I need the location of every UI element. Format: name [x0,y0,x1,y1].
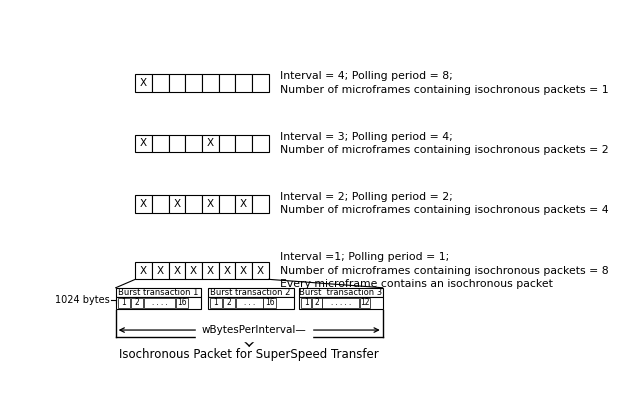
Bar [185,135,202,152]
Text: 1: 1 [304,298,308,307]
Bar [236,298,263,308]
Bar [235,262,252,279]
Text: . . .: . . . [243,300,255,306]
Text: X: X [140,138,147,148]
Text: Burst transaction 2: Burst transaction 2 [210,288,291,297]
Text: wBytesPerInterval—: wBytesPerInterval— [202,325,307,335]
Text: 2: 2 [315,298,319,307]
Bar [152,135,169,152]
Bar [152,195,169,213]
Text: Interval = 2; Polling period = 2;
Number of microframes containing isochronous p: Interval = 2; Polling period = 2; Number… [280,192,609,216]
Bar [143,298,176,308]
Text: . . . . .: . . . . . [331,300,351,306]
Bar [219,74,235,92]
Text: 16: 16 [265,298,274,307]
Bar [185,74,202,92]
Bar [252,135,269,152]
Bar [169,74,185,92]
Text: Burst transaction 1: Burst transaction 1 [118,288,199,297]
Text: 16: 16 [178,298,187,307]
Text: Isochronous Packet for SuperSpeed Transfer: Isochronous Packet for SuperSpeed Transf… [119,348,379,361]
Bar [116,288,202,297]
Bar [300,297,383,309]
Bar [264,298,276,308]
Bar [135,74,152,92]
Bar [219,262,235,279]
Bar [222,298,235,308]
Text: X: X [157,266,164,275]
Text: Interval = 4; Polling period = 8;
Number of microframes containing isochronous p: Interval = 4; Polling period = 8; Number… [280,71,609,95]
Bar [252,262,269,279]
Text: Burst  transaction 3: Burst transaction 3 [300,288,382,297]
Bar [235,74,252,92]
Bar [219,195,235,213]
Bar [185,195,202,213]
Bar [219,135,235,152]
Text: 1024 bytes: 1024 bytes [55,295,110,305]
Bar [322,298,359,308]
Text: X: X [173,266,181,275]
Text: 12: 12 [360,298,370,307]
Text: X: X [140,199,147,209]
Text: X: X [190,266,197,275]
Text: X: X [140,266,147,275]
Bar [135,135,152,152]
Bar [300,288,383,297]
Text: X: X [140,78,147,88]
Text: X: X [207,199,214,209]
Text: X: X [173,199,181,209]
Text: X: X [257,266,264,275]
Bar [301,298,311,308]
Bar [360,298,370,308]
Bar [118,298,130,308]
Text: X: X [207,266,214,275]
Bar [176,298,188,308]
Bar [152,262,169,279]
Bar [202,195,219,213]
Bar [202,262,219,279]
Text: 2: 2 [226,298,231,307]
Text: X: X [240,199,247,209]
Bar [202,135,219,152]
Text: 2: 2 [135,298,139,307]
Bar [185,262,202,279]
Bar [208,297,293,309]
Text: X: X [240,266,247,275]
Text: X: X [207,138,214,148]
Text: Interval = 3; Polling period = 4;
Number of microframes containing isochronous p: Interval = 3; Polling period = 4; Number… [280,132,609,155]
Bar [135,195,152,213]
Bar [152,74,169,92]
Bar [208,288,293,297]
Bar [235,195,252,213]
Bar [202,74,219,92]
Bar [169,195,185,213]
Bar [235,135,252,152]
Text: X: X [223,266,231,275]
Bar [131,298,143,308]
Bar [252,195,269,213]
Text: 1: 1 [121,298,126,307]
Text: 1: 1 [214,298,218,307]
Bar [169,135,185,152]
Bar [252,74,269,92]
Bar [312,298,322,308]
Bar [210,298,222,308]
Bar [116,297,202,309]
Bar [169,262,185,279]
Bar [135,262,152,279]
Text: Interval =1; Polling period = 1;
Number of microframes containing isochronous pa: Interval =1; Polling period = 1; Number … [280,252,609,289]
Text: . . . .: . . . . [152,300,167,306]
